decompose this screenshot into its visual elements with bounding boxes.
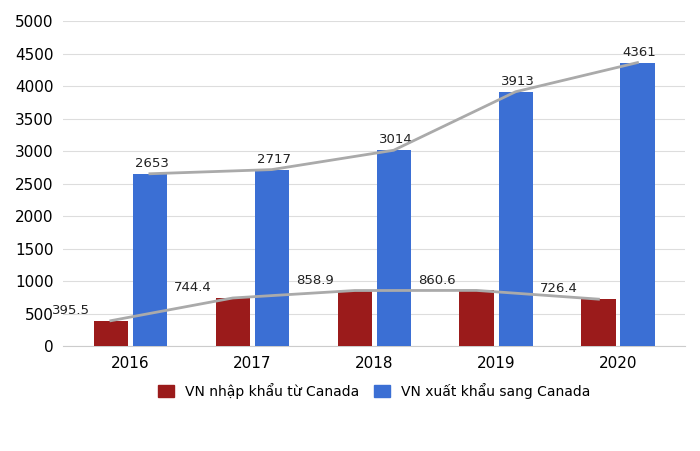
Bar — [459, 290, 494, 346]
Text: 726.4: 726.4 — [540, 282, 578, 295]
Bar — [216, 298, 250, 346]
Text: 395.5: 395.5 — [52, 304, 90, 317]
Text: 2717: 2717 — [257, 153, 291, 166]
Bar — [498, 92, 533, 346]
Text: 3913: 3913 — [501, 75, 535, 88]
Text: 4361: 4361 — [623, 46, 657, 59]
Bar — [255, 170, 289, 346]
Bar — [133, 174, 167, 346]
Bar — [377, 150, 411, 346]
Text: 744.4: 744.4 — [174, 281, 212, 294]
Bar — [94, 321, 128, 346]
Text: 3014: 3014 — [379, 133, 413, 147]
Text: 2653: 2653 — [135, 157, 169, 170]
Bar — [337, 290, 372, 346]
Legend: VN nhập khẩu từ Canada, VN xuất khẩu sang Canada: VN nhập khẩu từ Canada, VN xuất khẩu san… — [152, 377, 596, 405]
Text: 860.6: 860.6 — [418, 273, 456, 286]
Bar — [582, 299, 615, 346]
Bar — [620, 63, 655, 346]
Text: 858.9: 858.9 — [296, 274, 334, 287]
